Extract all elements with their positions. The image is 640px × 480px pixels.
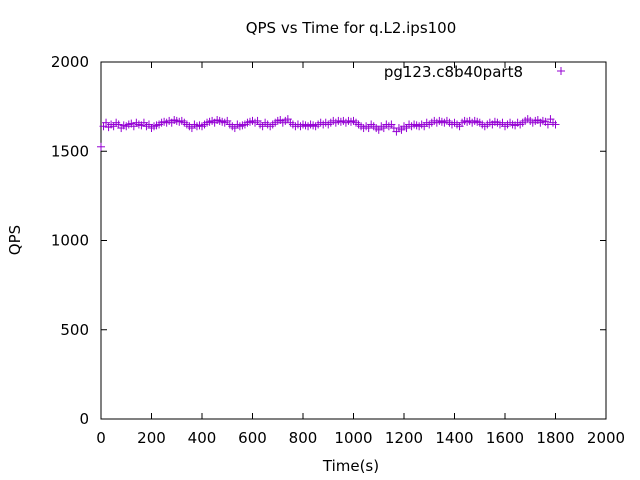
x-tick-label: 600 (238, 429, 267, 447)
y-tick-label: 2000 (51, 53, 89, 71)
x-tick-label: 2000 (587, 429, 625, 447)
legend-series-marker (557, 67, 565, 75)
data-point (551, 120, 560, 129)
data-point (543, 120, 552, 129)
x-tick-label: 200 (137, 429, 166, 447)
x-tick-label: 1000 (334, 429, 372, 447)
data-point (97, 142, 105, 151)
x-tick-label: 400 (188, 429, 217, 447)
legend-marker-symbol (557, 67, 565, 75)
x-tick-label: 1800 (536, 429, 574, 447)
x-axis-label: Time(s) (322, 457, 379, 475)
y-tick-label: 1500 (51, 142, 89, 160)
legend: pg123.c8b40part8 (384, 63, 565, 81)
y-tick-label: 0 (79, 410, 89, 428)
chart-title: QPS vs Time for q.L2.ips100 (246, 19, 457, 37)
x-tick-label: 1200 (385, 429, 423, 447)
y-tick-label: 1000 (51, 232, 89, 250)
series-points (97, 115, 560, 151)
y-tick-label: 500 (60, 321, 89, 339)
legend-series-label: pg123.c8b40part8 (384, 63, 523, 81)
data-point (102, 118, 111, 127)
x-axis-ticks: 0 200 400 600 800 1000 1200 1400 1600 1800 2000 (96, 62, 625, 447)
x-tick-label: 800 (289, 429, 318, 447)
y-axis-label: QPS (6, 225, 24, 255)
x-tick-label: 1400 (435, 429, 473, 447)
x-tick-label: 1600 (486, 429, 524, 447)
y-axis-ticks: 0 500 1000 1500 2000 (51, 53, 606, 428)
x-tick-label: 0 (96, 429, 106, 447)
